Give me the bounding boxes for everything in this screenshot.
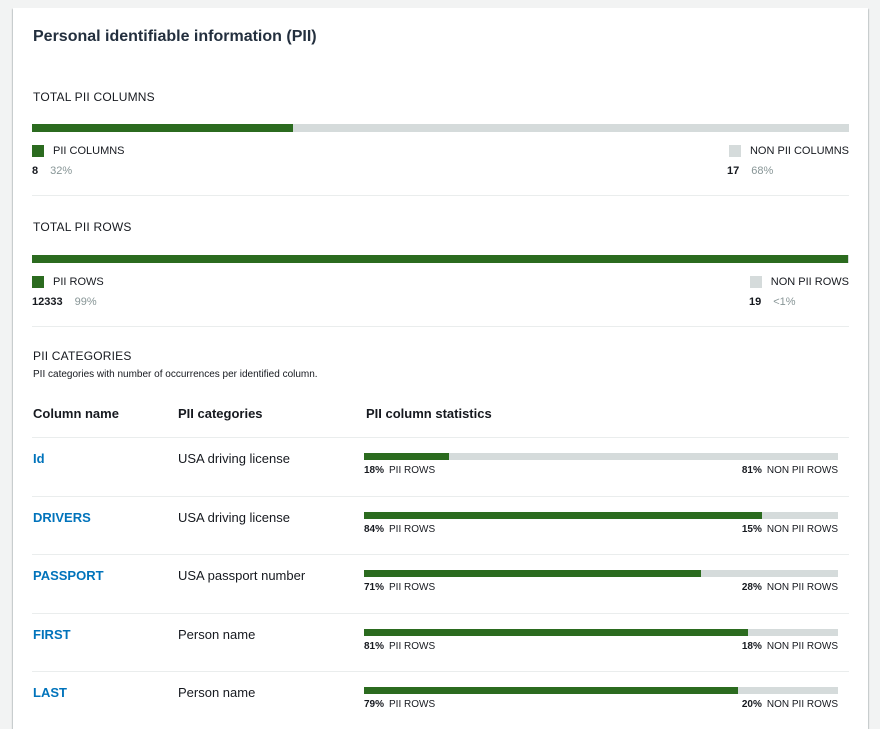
- non-pii-rows-text: NON PII ROWS: [766, 523, 838, 535]
- non-pii-rows-pct: <1%: [773, 296, 796, 308]
- pii-rows-bar-fill: [32, 255, 848, 263]
- non-pii-rows-percent: 20%: [741, 699, 762, 710]
- non-pii-swatch-icon: [728, 145, 741, 157]
- non-pii-rows-text: NON PII ROWS: [766, 699, 838, 710]
- pii-rows-stat: 18% PII ROWS: [364, 465, 435, 476]
- pii-columns-label: PII COLUMNS: [53, 145, 125, 157]
- pii-rows-legend: PII ROWS: [32, 276, 104, 288]
- pii-category: USA driving license: [178, 451, 290, 466]
- row-divider: [32, 554, 849, 555]
- pii-columns-bar-fill: [32, 124, 294, 132]
- pii-rows-stat: 84% PII ROWS: [364, 524, 435, 535]
- non-pii-columns-stat: 17 68%: [727, 165, 773, 177]
- pii-rows-text: PII ROWS: [389, 523, 436, 535]
- pii-categories-subtitle: PII categories with number of occurrence…: [33, 369, 318, 380]
- pii-column-stat-bar-fill: [364, 570, 701, 577]
- non-pii-columns-pct: 68%: [751, 165, 774, 177]
- row-divider: [32, 437, 849, 438]
- pii-column-stat-bar-fill: [364, 511, 763, 519]
- pii-column-stat-bar: [364, 687, 838, 694]
- non-pii-rows-percent: 28%: [741, 582, 762, 593]
- pii-category: Person name: [178, 685, 256, 700]
- non-pii-rows-stat: 19 <1%: [749, 296, 796, 308]
- row-divider: [32, 671, 849, 672]
- non-pii-rows-percent: 18%: [741, 640, 762, 652]
- pii-rows-stat: 12333 99%: [32, 296, 97, 308]
- non-pii-rows-stat: 15% NON PII ROWS: [742, 524, 838, 535]
- pii-categories-title: PII CATEGORIES: [33, 349, 132, 363]
- pii-rows-percent: 71%: [364, 582, 385, 593]
- pii-swatch-icon: [32, 145, 44, 157]
- pii-columns-legend: PII COLUMNS: [32, 145, 125, 157]
- column-name-link[interactable]: LAST: [33, 685, 67, 700]
- pii-rows-percent: 81%: [364, 640, 385, 652]
- pii-columns-count: 8: [32, 165, 39, 177]
- column-name-link[interactable]: Id: [33, 451, 45, 466]
- non-pii-rows-percent: 81%: [741, 465, 762, 476]
- pii-rows-stat: 79% PII ROWS: [364, 699, 435, 710]
- column-name-link[interactable]: DRIVERS: [33, 509, 91, 525]
- section-divider: [32, 326, 849, 327]
- pii-rows-text: PII ROWS: [389, 465, 436, 476]
- non-pii-rows-stat: 81% NON PII ROWS: [742, 465, 838, 476]
- pii-rows-percent: 84%: [364, 523, 385, 535]
- pii-rows-label: PII ROWS: [53, 276, 104, 288]
- pii-rows-stat: 81% PII ROWS: [364, 641, 435, 652]
- pii-rows-count: 12333: [32, 296, 63, 308]
- non-pii-columns-label: NON PII COLUMNS: [749, 145, 849, 157]
- section-divider: [32, 195, 849, 196]
- non-pii-swatch-icon: [749, 276, 762, 288]
- pii-rows-text: PII ROWS: [389, 582, 436, 593]
- row-divider: [32, 495, 849, 497]
- non-pii-rows-percent: 15%: [741, 523, 762, 535]
- non-pii-rows-label: NON PII ROWS: [770, 276, 849, 288]
- pii-categories-header: PII categories: [178, 406, 263, 421]
- pii-column-stat-bar: [364, 570, 838, 577]
- pii-columns-bar: [32, 124, 849, 132]
- pii-rows-percent: 79%: [364, 699, 385, 710]
- pii-column-stat-bar-fill: [364, 453, 450, 460]
- pii-rows-percent: 18%: [364, 465, 385, 476]
- non-pii-columns-count: 17: [727, 165, 740, 177]
- pii-column-stat-bar-fill: [364, 628, 748, 636]
- pii-column-stat-bar: [364, 511, 838, 519]
- column-name-header: Column name: [33, 406, 119, 421]
- non-pii-rows-text: NON PII ROWS: [766, 465, 838, 476]
- pii-category: USA driving license: [178, 509, 290, 525]
- non-pii-columns-legend: NON PII COLUMNS: [728, 145, 849, 157]
- pii-rows-bar: [32, 255, 849, 263]
- pii-rows-text: PII ROWS: [389, 699, 436, 710]
- row-divider: [32, 612, 849, 614]
- total-pii-columns-title: TOTAL PII COLUMNS: [33, 90, 155, 104]
- total-pii-rows-title: TOTAL PII ROWS: [33, 220, 132, 234]
- page-title: Personal identifiable information (PII): [33, 28, 317, 45]
- pii-rows-stat: 71% PII ROWS: [364, 582, 435, 593]
- non-pii-rows-stat: 28% NON PII ROWS: [742, 582, 838, 593]
- column-name-link[interactable]: FIRST: [33, 626, 71, 642]
- pii-column-statistics-header: PII column statistics: [366, 406, 492, 421]
- non-pii-rows-legend: NON PII ROWS: [749, 276, 849, 288]
- non-pii-rows-text: NON PII ROWS: [766, 582, 838, 593]
- pii-rows-text: PII ROWS: [389, 640, 436, 652]
- pii-category: Person name: [178, 626, 256, 642]
- pii-column-stat-bar: [364, 628, 838, 636]
- non-pii-rows-stat: 20% NON PII ROWS: [742, 699, 838, 710]
- pii-card: Personal identifiable information (PII) …: [13, 8, 868, 729]
- pii-columns-pct: 32%: [50, 165, 73, 177]
- pii-column-stat-bar: [364, 453, 838, 460]
- non-pii-rows-count: 19: [749, 296, 762, 308]
- column-name-link[interactable]: PASSPORT: [33, 568, 104, 583]
- non-pii-rows-stat: 18% NON PII ROWS: [742, 641, 838, 652]
- non-pii-rows-text: NON PII ROWS: [766, 640, 838, 652]
- pii-swatch-icon: [32, 276, 44, 288]
- pii-columns-stat: 8 32%: [32, 165, 72, 177]
- pii-rows-pct: 99%: [74, 296, 97, 308]
- pii-category: USA passport number: [178, 568, 306, 583]
- pii-column-stat-bar-fill: [364, 687, 739, 694]
